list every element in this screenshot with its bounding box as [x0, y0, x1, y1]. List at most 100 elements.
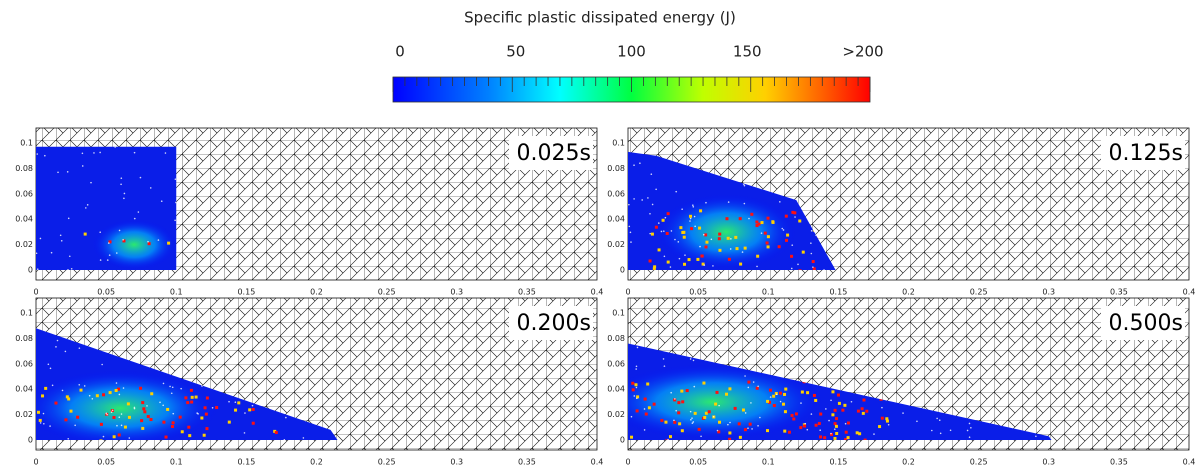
particle-gap	[729, 421, 731, 424]
energy-spot	[835, 417, 839, 421]
particle-gap	[819, 429, 821, 432]
energy-blob	[92, 219, 177, 270]
y-tick-label: 0.02	[15, 410, 33, 419]
particle-gap	[211, 406, 214, 409]
energy-spot	[717, 237, 721, 241]
particle-gap	[99, 259, 102, 261]
energy-spot	[856, 409, 860, 413]
energy-spot	[755, 220, 759, 224]
energy-spot	[835, 431, 839, 435]
x-tick-label: 0.1	[762, 288, 775, 297]
energy-spot	[123, 425, 127, 429]
energy-spot	[13, 419, 16, 422]
energy-spot	[718, 232, 722, 236]
y-tick-label: 0	[620, 436, 625, 445]
energy-spot	[38, 418, 42, 422]
particle-gap	[690, 418, 692, 421]
particle-gap	[49, 367, 52, 370]
particle-gap	[635, 368, 637, 370]
energy-spot	[843, 403, 847, 407]
time-box	[1101, 306, 1185, 340]
time-label: 0.500s	[1109, 311, 1183, 336]
energy-spot	[763, 231, 767, 235]
energy-spot	[54, 401, 58, 405]
energy-spot	[768, 400, 772, 404]
particle-gap	[147, 240, 149, 243]
energy-spot	[666, 212, 670, 216]
energy-spot	[631, 388, 635, 392]
particle-gap	[636, 346, 639, 349]
particle-gap	[718, 404, 720, 407]
energy-spot	[668, 435, 672, 439]
particle-gap	[643, 408, 646, 410]
particle-gap	[78, 383, 81, 386]
energy-spot	[844, 438, 848, 440]
particle-gap	[797, 263, 799, 266]
particle-gap	[118, 393, 121, 396]
energy-spot	[147, 242, 151, 246]
y-tick-label: 0	[620, 266, 625, 275]
energy-spot	[21, 424, 24, 427]
particle-gap	[775, 393, 778, 396]
particle-gap	[691, 422, 694, 424]
energy-spot	[800, 390, 804, 394]
energy-spot	[718, 420, 722, 424]
particle-gap	[949, 429, 952, 432]
energy-spot	[738, 435, 742, 439]
energy-spot	[697, 427, 701, 431]
particle-gap	[159, 401, 161, 404]
particle-gap	[760, 232, 763, 234]
energy-spot	[787, 430, 791, 434]
particle-gap	[647, 197, 649, 199]
particle-gap	[782, 229, 785, 231]
energy-spot	[162, 420, 166, 424]
particle-gap	[873, 433, 875, 435]
energy-spot	[657, 248, 661, 252]
energy-spot	[99, 422, 103, 426]
particle-gap	[663, 230, 665, 232]
energy-spot	[783, 429, 787, 433]
energy-spot	[33, 396, 36, 399]
energy-spot	[112, 435, 116, 439]
particle-gap	[81, 165, 84, 167]
energy-spot	[215, 406, 219, 410]
particle-gap	[169, 385, 171, 388]
energy-spot	[728, 387, 732, 391]
y-tick-label: 0.02	[607, 410, 625, 419]
energy-spot	[142, 407, 146, 411]
particle-gap	[635, 386, 638, 389]
energy-spot	[149, 418, 153, 422]
energy-spot	[781, 402, 785, 406]
energy-spot	[205, 427, 209, 431]
energy-spot	[673, 420, 677, 424]
particle-gap	[810, 252, 813, 255]
particle-gap	[700, 435, 702, 438]
energy-spot	[794, 412, 798, 416]
particle-gap	[689, 220, 691, 222]
particle-gap	[114, 146, 116, 148]
particle-gap	[705, 201, 707, 204]
particle-gap	[741, 251, 744, 253]
x-tick-label: 0.15	[237, 458, 255, 467]
particle-gap	[244, 412, 246, 414]
particle-gap	[105, 412, 108, 415]
time-box	[509, 306, 593, 340]
x-tick-label: 0.1	[170, 458, 183, 467]
particle-gap	[83, 385, 86, 387]
energy-spot	[604, 404, 607, 407]
particle-gap	[120, 424, 123, 427]
energy-spot	[704, 245, 708, 249]
energy-spot	[678, 422, 682, 426]
energy-spot	[766, 399, 770, 403]
energy-spot	[793, 211, 797, 215]
particle-gap	[102, 435, 105, 438]
energy-spot	[705, 240, 709, 244]
energy-spot	[846, 421, 850, 425]
particle-gap	[123, 192, 126, 195]
energy-spot	[680, 389, 684, 393]
energy-spot	[698, 226, 702, 230]
energy-spot	[117, 433, 121, 437]
energy-spot	[725, 392, 729, 396]
particle-gap	[47, 363, 50, 366]
